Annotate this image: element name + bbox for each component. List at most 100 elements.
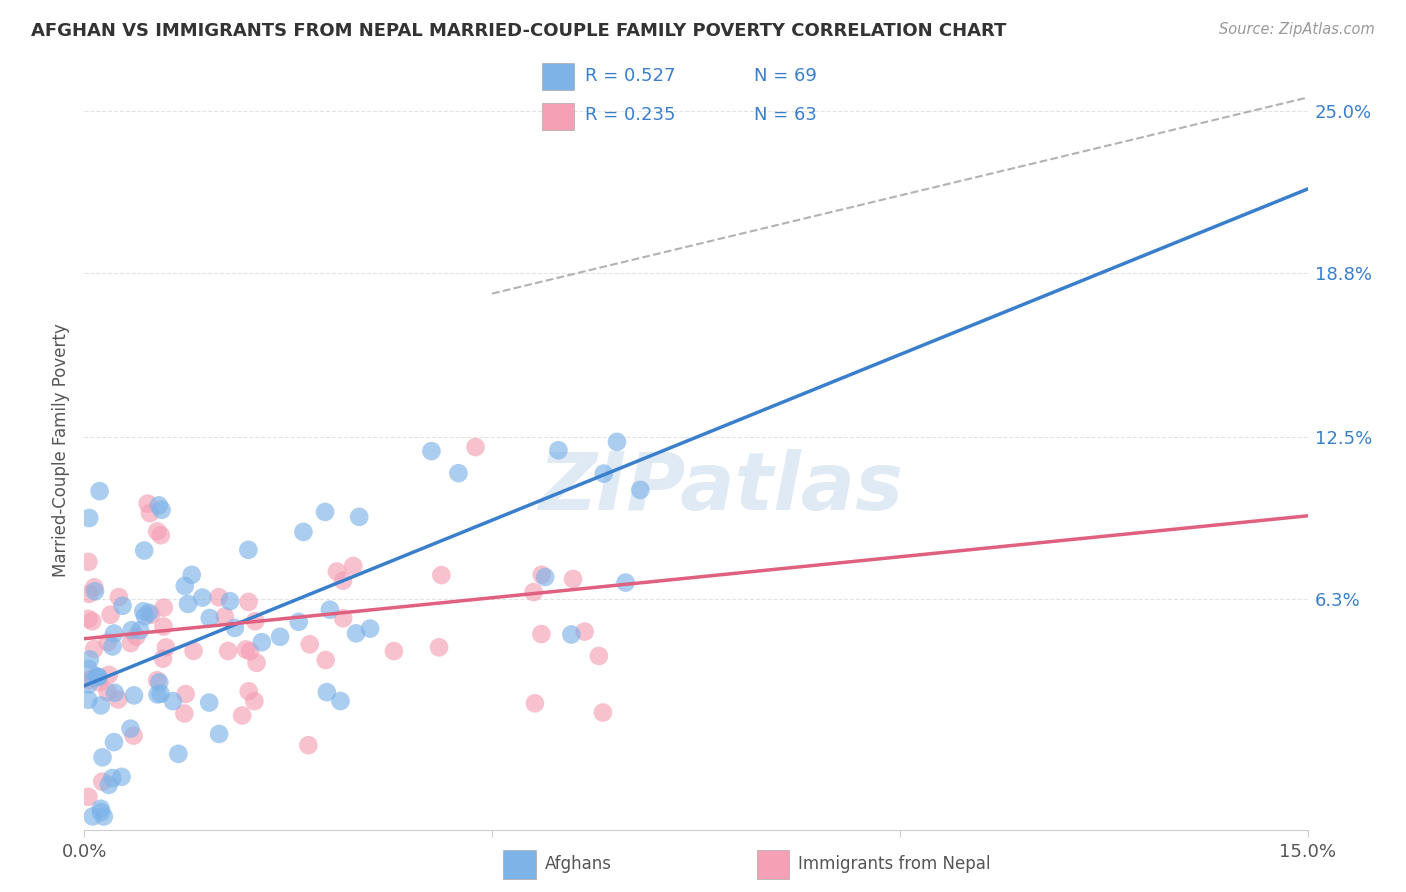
Text: Immigrants from Nepal: Immigrants from Nepal	[799, 855, 991, 873]
Point	[97, 778, 120, 792]
FancyBboxPatch shape	[541, 103, 575, 130]
Y-axis label: Married-Couple Family Poverty: Married-Couple Family Poverty	[52, 324, 70, 577]
Point	[100, 607, 122, 622]
Point	[162, 694, 184, 708]
Point	[134, 609, 156, 624]
Text: R = 0.235: R = 0.235	[585, 106, 676, 124]
Point	[628, 483, 651, 497]
Point	[146, 673, 169, 688]
Point	[139, 607, 162, 622]
Point	[104, 686, 127, 700]
Point	[110, 770, 132, 784]
Point	[297, 738, 319, 752]
Text: AFGHAN VS IMMIGRANTS FROM NEPAL MARRIED-COUPLE FAMILY POVERTY CORRELATION CHART: AFGHAN VS IMMIGRANTS FROM NEPAL MARRIED-…	[31, 22, 1007, 40]
Point	[87, 670, 110, 684]
Point	[606, 434, 628, 449]
Point	[342, 558, 364, 573]
Point	[120, 636, 142, 650]
Point	[239, 644, 262, 658]
Point	[97, 668, 120, 682]
Point	[93, 809, 115, 823]
Point	[246, 656, 269, 670]
Point	[382, 644, 405, 658]
Point	[87, 670, 110, 684]
Point	[77, 555, 100, 569]
Point	[77, 511, 100, 525]
Point	[139, 506, 162, 520]
Point	[614, 575, 637, 590]
Point	[319, 603, 342, 617]
Point	[592, 467, 614, 481]
Point	[83, 580, 105, 594]
Point	[89, 675, 111, 690]
Point	[79, 652, 101, 666]
Point	[464, 440, 486, 454]
Point	[219, 594, 242, 608]
Point	[326, 565, 349, 579]
Point	[231, 708, 253, 723]
Point	[359, 622, 381, 636]
FancyBboxPatch shape	[503, 850, 536, 879]
Point	[315, 653, 337, 667]
Point	[107, 692, 129, 706]
Point	[588, 648, 610, 663]
Point	[534, 570, 557, 584]
Point	[84, 584, 107, 599]
Point	[287, 615, 309, 629]
Text: R = 0.527: R = 0.527	[585, 68, 676, 86]
Point	[149, 528, 172, 542]
Point	[574, 624, 596, 639]
Point	[530, 627, 553, 641]
Point	[430, 568, 453, 582]
Point	[149, 687, 172, 701]
Point	[208, 591, 231, 605]
Point	[122, 689, 145, 703]
Text: ZIPatlas: ZIPatlas	[538, 450, 903, 527]
Point	[243, 694, 266, 708]
Point	[523, 696, 546, 710]
FancyBboxPatch shape	[541, 62, 575, 90]
Point	[332, 574, 354, 588]
Point	[560, 627, 582, 641]
Point	[86, 669, 108, 683]
Point	[208, 727, 231, 741]
Point	[125, 630, 148, 644]
Point	[329, 694, 352, 708]
Point	[90, 805, 112, 819]
Point	[122, 729, 145, 743]
Point	[245, 614, 267, 628]
Point	[183, 644, 205, 658]
Point	[77, 612, 100, 626]
Point	[136, 497, 159, 511]
Point	[111, 599, 134, 613]
Point	[173, 579, 195, 593]
Text: Source: ZipAtlas.com: Source: ZipAtlas.com	[1219, 22, 1375, 37]
Point	[167, 747, 190, 761]
Point	[191, 591, 214, 605]
Point	[238, 684, 260, 698]
Point	[101, 771, 124, 785]
Point	[238, 595, 260, 609]
Point	[152, 619, 174, 633]
Point	[77, 789, 100, 804]
Point	[523, 585, 546, 599]
Point	[82, 615, 104, 629]
Point	[592, 706, 614, 720]
Point	[214, 609, 236, 624]
Point	[344, 626, 367, 640]
Point	[177, 597, 200, 611]
Point	[89, 484, 111, 499]
Point	[198, 611, 221, 625]
Point	[173, 706, 195, 721]
Point	[138, 606, 160, 620]
Point	[250, 635, 273, 649]
Point	[77, 677, 100, 691]
Point	[108, 590, 131, 604]
Point	[447, 466, 470, 480]
Point	[180, 567, 202, 582]
Text: N = 63: N = 63	[754, 106, 817, 124]
Point	[155, 640, 177, 655]
Point	[134, 543, 156, 558]
Point	[314, 505, 336, 519]
Point	[547, 443, 569, 458]
